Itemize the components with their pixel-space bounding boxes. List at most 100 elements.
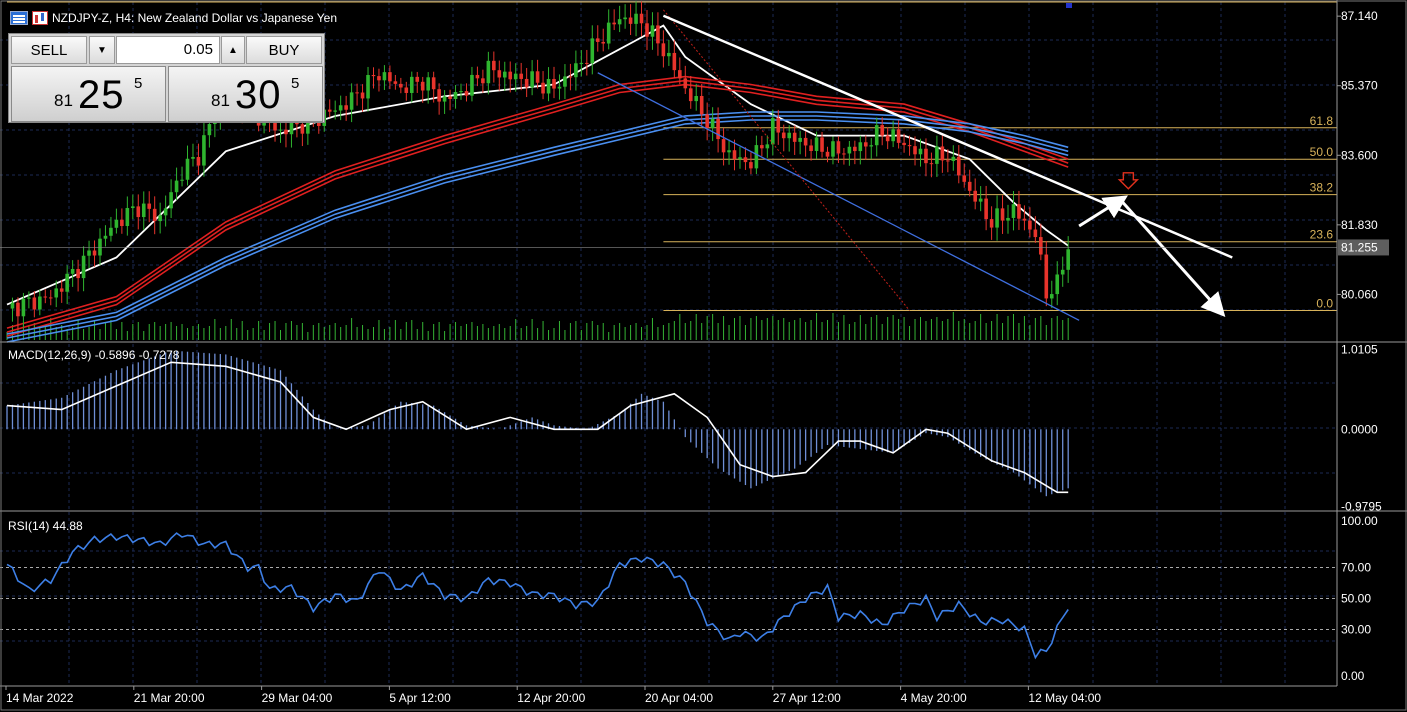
fibonacci-levels: 100.061.850.038.223.60.0 bbox=[7, 0, 1337, 312]
moving-average-red-lower bbox=[6, 83, 1069, 337]
candle-body bbox=[1028, 220, 1032, 230]
macd-tick-label: 0.0000 bbox=[1341, 422, 1378, 436]
candle-body bbox=[141, 203, 146, 218]
sell-price-main: 25 bbox=[78, 73, 125, 117]
candle-body bbox=[393, 81, 398, 84]
rsi-panel[interactable] bbox=[0, 532, 1337, 660]
candle-body bbox=[38, 296, 42, 310]
candle-body bbox=[781, 132, 786, 139]
candle-body bbox=[284, 129, 288, 135]
rsi-line bbox=[6, 532, 1069, 660]
candle-body bbox=[913, 146, 917, 155]
moving-average-blue bbox=[6, 115, 1069, 339]
candle-body bbox=[792, 132, 797, 142]
candle-body bbox=[546, 78, 551, 94]
candle-body bbox=[820, 137, 824, 152]
candle-body bbox=[92, 250, 97, 256]
candle-body bbox=[306, 113, 310, 134]
candle-body bbox=[661, 43, 666, 57]
price-panel[interactable]: 100.061.850.038.223.60.0 bbox=[6, 0, 1337, 343]
candle-body bbox=[43, 296, 48, 298]
candle-body bbox=[415, 76, 420, 82]
candle-body bbox=[951, 156, 956, 161]
chevron-down-icon: ▼ bbox=[97, 44, 107, 56]
buy-price-fraction: 5 bbox=[291, 75, 300, 92]
candle-body bbox=[289, 122, 294, 135]
candle-body bbox=[338, 105, 343, 111]
candle-body bbox=[344, 105, 348, 110]
time-tick-label: 4 May 20:00 bbox=[901, 691, 967, 705]
object-marker bbox=[1066, 3, 1072, 8]
macd-tick-label: -0.9795 bbox=[1341, 499, 1382, 513]
candle-body bbox=[1066, 249, 1070, 270]
sell-button[interactable]: SELL bbox=[11, 36, 87, 64]
candle-body bbox=[27, 297, 31, 299]
candle-body bbox=[721, 139, 726, 153]
macd-tick-label: 1.0105 bbox=[1341, 343, 1378, 357]
candle-body bbox=[825, 151, 830, 157]
candle-body bbox=[634, 13, 638, 24]
candle-body bbox=[448, 96, 452, 100]
candle-body bbox=[1049, 294, 1054, 299]
chart-list-icon[interactable] bbox=[10, 11, 28, 25]
rsi-tick-label: 100.00 bbox=[1341, 514, 1378, 528]
candle-body bbox=[464, 91, 469, 96]
time-tick-label: 27 Apr 12:00 bbox=[773, 691, 841, 705]
one-click-trading-panel: SELL ▼ 0.05 ▲ BUY 81 25 5 81 30 5 bbox=[8, 33, 325, 123]
candle-body bbox=[1044, 254, 1049, 299]
candle-body bbox=[935, 146, 939, 164]
candle-body bbox=[202, 135, 206, 166]
candle-body bbox=[420, 81, 425, 91]
candle-body bbox=[929, 163, 934, 165]
lot-size-field[interactable]: 0.05 bbox=[116, 36, 220, 64]
candle-body bbox=[163, 208, 168, 216]
time-tick-label: 5 Apr 12:00 bbox=[389, 691, 451, 705]
candle-body bbox=[1039, 237, 1043, 255]
price-tick-label: 83.600 bbox=[1341, 148, 1378, 162]
candle-body bbox=[502, 71, 507, 78]
candle-body bbox=[355, 92, 359, 94]
candle-body bbox=[650, 25, 655, 37]
candle-body bbox=[497, 70, 502, 78]
candle-body bbox=[743, 157, 748, 163]
lot-decrease-button[interactable]: ▼ bbox=[89, 36, 115, 64]
buy-button[interactable]: BUY bbox=[246, 36, 322, 64]
candle-body bbox=[131, 206, 135, 209]
candle-body bbox=[81, 255, 86, 279]
candle-body bbox=[1033, 229, 1038, 238]
candle-body bbox=[377, 76, 381, 81]
candle-body bbox=[568, 76, 573, 78]
time-tick-label: 21 Mar 20:00 bbox=[134, 691, 205, 705]
candle-body bbox=[962, 175, 967, 182]
candle-body bbox=[98, 238, 102, 256]
candle-body bbox=[705, 114, 709, 128]
macd-panel[interactable] bbox=[6, 350, 1069, 497]
candle-body bbox=[103, 235, 108, 239]
moving-average-blue-upper bbox=[6, 111, 1069, 335]
candle-body bbox=[814, 137, 819, 151]
candle-body bbox=[169, 192, 173, 209]
candle-body bbox=[946, 160, 950, 162]
lot-increase-button[interactable]: ▲ bbox=[221, 36, 245, 64]
candle-body bbox=[787, 132, 792, 139]
fib-level-label: 38.2 bbox=[1310, 181, 1334, 195]
candle-body bbox=[524, 78, 529, 88]
rsi-label: RSI(14) 44.88 bbox=[8, 519, 83, 533]
macd-signal-line bbox=[6, 361, 1069, 494]
candle-body bbox=[842, 153, 846, 155]
buy-price-main: 30 bbox=[235, 73, 282, 117]
candle-body bbox=[508, 71, 513, 80]
candle-body bbox=[453, 92, 458, 100]
candle-body bbox=[185, 158, 190, 180]
price-tick-label: 81.830 bbox=[1341, 218, 1378, 232]
candle-body bbox=[973, 190, 977, 202]
candle-body bbox=[984, 198, 988, 220]
macd-label: MACD(12,26,9) -0.5896 -0.7278 bbox=[8, 348, 180, 362]
chart-type-icon[interactable] bbox=[32, 11, 48, 25]
candle-body bbox=[617, 19, 622, 25]
buy-quote[interactable]: 81 30 5 bbox=[168, 66, 323, 122]
candle-body bbox=[48, 297, 53, 299]
sell-quote[interactable]: 81 25 5 bbox=[11, 66, 166, 122]
